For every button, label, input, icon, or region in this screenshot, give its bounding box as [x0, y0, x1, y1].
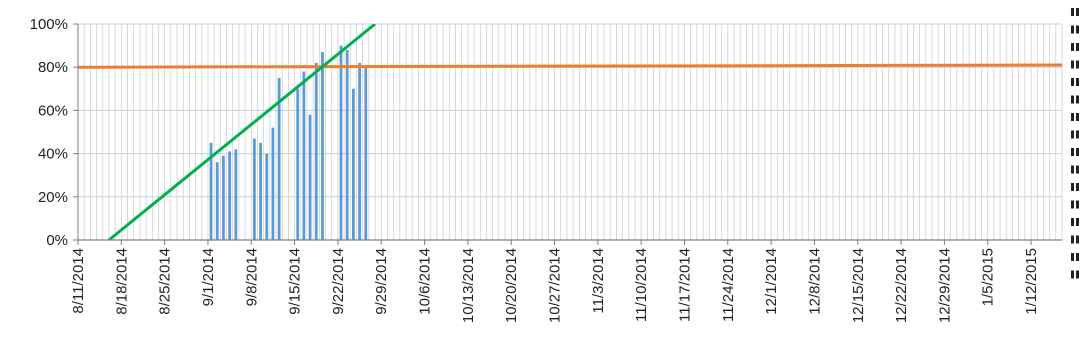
- x-tick-label: 9/22/2014: [330, 248, 347, 315]
- bar: [228, 151, 232, 240]
- x-tick-label: 8/18/2014: [113, 248, 130, 315]
- bar: [321, 52, 324, 240]
- bar: [259, 142, 262, 240]
- legend-dash: [1076, 113, 1079, 121]
- legend-dash: [1076, 200, 1079, 209]
- x-tick-label: 1/12/2015: [1023, 248, 1040, 315]
- x-tick-label: 12/15/2014: [850, 248, 867, 323]
- legend-dash: [1071, 218, 1074, 226]
- bar: [265, 153, 269, 240]
- bar: [222, 155, 225, 240]
- legend-dash: [1076, 165, 1079, 174]
- legend-dash: [1076, 253, 1079, 261]
- axes: [73, 23, 1062, 245]
- bar: [277, 78, 281, 240]
- legend-dash: [1071, 43, 1074, 51]
- target-line: [78, 63, 1062, 69]
- legend-dash: [1076, 8, 1079, 16]
- bar: [352, 88, 355, 240]
- legend-dash: [1071, 113, 1074, 121]
- y-tick-label: 40%: [38, 146, 68, 163]
- y-tick-label: 0%: [46, 232, 68, 249]
- legend-dash: [1071, 78, 1074, 86]
- grid: [77, 23, 1063, 241]
- legend-dash: [1071, 60, 1074, 69]
- legend-dash: [1071, 270, 1074, 279]
- bar: [252, 138, 256, 240]
- bar: [308, 114, 312, 240]
- x-tick-label: 12/8/2014: [806, 248, 823, 315]
- legend-dash: [1076, 235, 1079, 244]
- x-tick-label: 10/27/2014: [547, 248, 564, 323]
- bar: [339, 45, 343, 240]
- bar: [358, 62, 361, 240]
- x-tick-label: 11/17/2014: [676, 248, 693, 322]
- legend-dash: [1071, 25, 1074, 34]
- bar: [302, 71, 306, 241]
- legend-dash: [1071, 95, 1074, 104]
- y-tick-label: 80%: [38, 59, 68, 76]
- bar: [209, 142, 213, 240]
- legend-dash: [1076, 130, 1079, 139]
- x-tick-label: 8/25/2014: [157, 248, 174, 315]
- x-tick-label: 12/1/2014: [763, 248, 780, 315]
- legend-dash: [1076, 270, 1079, 279]
- bars: [209, 45, 368, 241]
- legend-dash: [1076, 218, 1079, 226]
- x-tick-label: 1/5/2015: [980, 248, 997, 306]
- bar: [364, 67, 368, 240]
- legend-dash: [1071, 148, 1074, 156]
- trend-line: [107, 24, 377, 240]
- bar: [314, 62, 318, 240]
- x-tick-label: 9/15/2014: [287, 248, 304, 315]
- legend-dash: [1071, 235, 1074, 244]
- legend-dash: [1076, 95, 1079, 104]
- legend-dash: [1071, 165, 1074, 174]
- y-tick-label: 20%: [38, 189, 68, 206]
- y-tick-label: 100%: [30, 16, 68, 33]
- legend-dash: [1071, 253, 1074, 261]
- legend-dash: [1071, 130, 1074, 139]
- legend-dash: [1071, 200, 1074, 209]
- legend-dash: [1076, 25, 1079, 34]
- x-tick-label: 10/20/2014: [503, 248, 520, 323]
- y-tick-labels: 0% 20% 40% 60% 80% 100%: [30, 16, 68, 249]
- legend-dash: [1076, 78, 1079, 86]
- legend-dash: [1071, 183, 1074, 191]
- legend-dash: [1076, 183, 1079, 191]
- x-tick-label: 10/6/2014: [417, 248, 434, 315]
- bar: [215, 162, 219, 240]
- x-tick-labels: 8/11/2014 8/18/2014 8/25/2014 9/1/2014 9/8/2…: [70, 248, 1040, 323]
- legend-dash: [1076, 43, 1079, 51]
- x-tick-label: 8/11/2014: [70, 248, 87, 314]
- x-tick-label: 11/10/2014: [633, 248, 650, 322]
- x-tick-label: 9/29/2014: [373, 248, 390, 315]
- legend-dash: [1076, 60, 1079, 69]
- bar: [345, 49, 349, 240]
- x-tick-label: 11/24/2014: [720, 248, 737, 322]
- x-tick-label: 9/1/2014: [200, 248, 217, 306]
- lines: [78, 24, 1062, 240]
- x-tick-label: 10/13/2014: [460, 248, 477, 323]
- bar: [296, 88, 300, 240]
- bar: [271, 127, 275, 240]
- legend-fragment: [1071, 8, 1079, 279]
- legend-dash: [1076, 148, 1079, 156]
- legend-dash: [1071, 8, 1074, 16]
- x-tick-label: 12/22/2014: [893, 248, 910, 323]
- x-tick-label: 9/8/2014: [243, 248, 260, 306]
- bar: [234, 149, 238, 240]
- x-tick-label: 12/29/2014: [936, 248, 953, 323]
- x-tick-label: 11/3/2014: [590, 248, 607, 314]
- y-tick-label: 60%: [38, 102, 68, 119]
